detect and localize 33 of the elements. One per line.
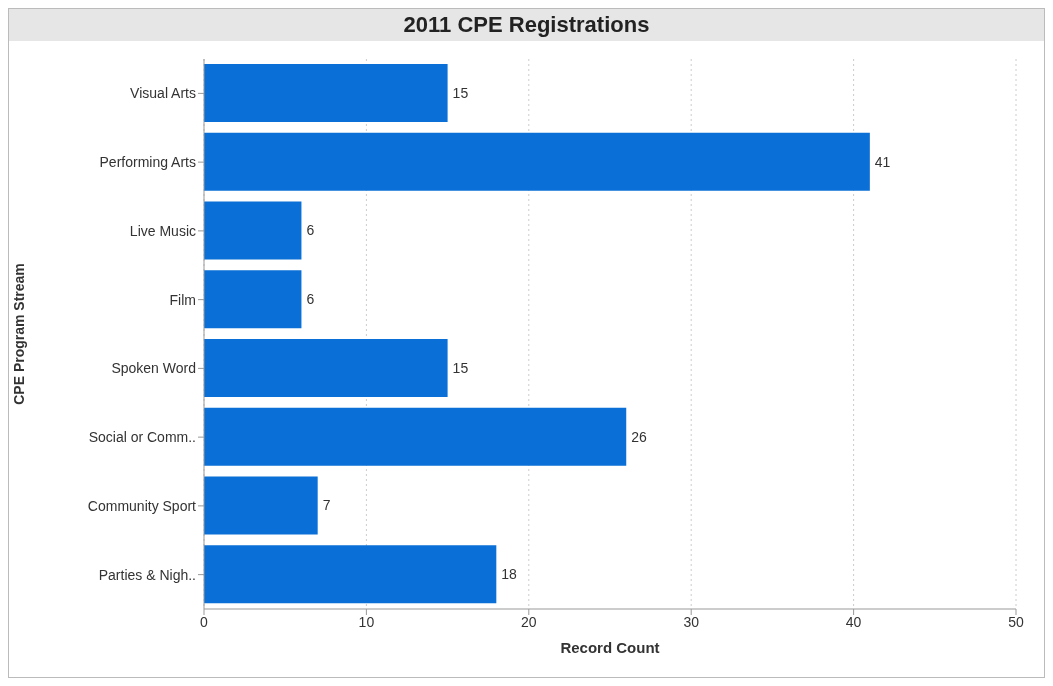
- data-label: 15: [452, 84, 469, 101]
- chart-title: 2011 CPE Registrations: [9, 9, 1044, 41]
- y-tick-label: Spoken Word: [111, 360, 196, 377]
- y-tick-label: Live Music: [129, 222, 196, 239]
- bar: [204, 339, 448, 397]
- data-label: 41: [874, 153, 891, 170]
- bar: [204, 64, 448, 122]
- data-label: 6: [306, 291, 315, 308]
- y-tick-label: Parties & Nigh..: [98, 566, 196, 583]
- y-tick-label: Film: [169, 291, 196, 308]
- x-tick-label: 10: [358, 613, 375, 630]
- data-label: 7: [322, 497, 331, 514]
- bar: [204, 132, 870, 191]
- data-label: 6: [306, 222, 315, 239]
- y-axis-title: CPE Program Stream: [10, 263, 27, 405]
- x-tick-label: 0: [200, 613, 209, 630]
- x-axis-title: Record Count: [560, 639, 660, 656]
- data-label: 18: [501, 566, 518, 583]
- bar: [204, 407, 627, 466]
- y-tick-label: Social or Comm..: [88, 429, 196, 446]
- bar: [204, 201, 302, 260]
- data-label: 15: [452, 359, 469, 376]
- bar: [204, 545, 497, 604]
- y-tick-label: Community Sport: [87, 497, 197, 514]
- x-tick-label: 20: [521, 613, 537, 630]
- x-tick-label: 40: [845, 613, 862, 630]
- bar: [204, 270, 302, 329]
- y-tick-label: Visual Arts: [130, 85, 196, 102]
- x-tick-label: 50: [1008, 613, 1024, 630]
- x-tick-label: 30: [683, 613, 700, 630]
- data-label: 26: [631, 428, 648, 445]
- bar: [204, 476, 318, 535]
- y-tick-label: Performing Arts: [99, 154, 196, 171]
